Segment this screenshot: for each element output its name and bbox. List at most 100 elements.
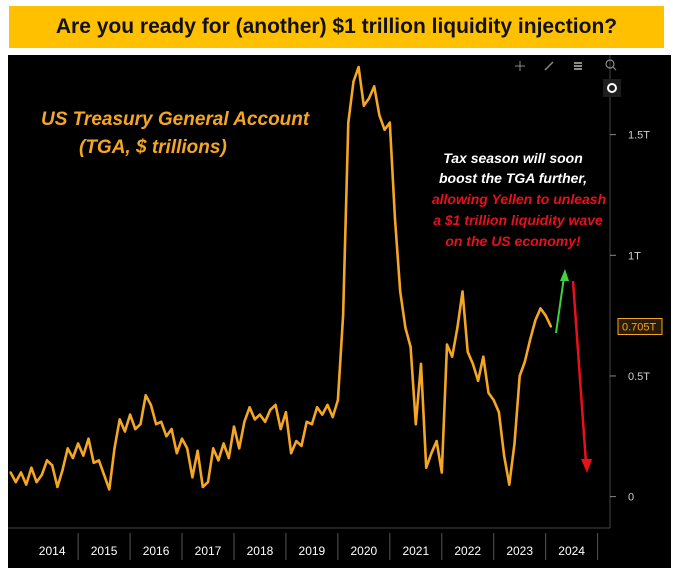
tga-data-point xyxy=(243,420,246,424)
tga-data-point xyxy=(40,473,43,477)
red-down-arrow xyxy=(571,280,592,473)
tga-data-point xyxy=(30,466,33,469)
x-tick-label: 2022 xyxy=(454,544,481,558)
tga-data-point xyxy=(383,128,386,132)
x-tick-label: 2014 xyxy=(39,544,66,558)
x-tick-label: 2024 xyxy=(558,544,585,558)
tga-data-point xyxy=(404,326,407,329)
red-arrow-head xyxy=(581,459,592,473)
tga-data-point xyxy=(362,104,366,107)
tga-data-point xyxy=(258,413,262,416)
tga-data-point xyxy=(170,427,173,431)
tga-data-point xyxy=(87,437,90,440)
tga-data-point xyxy=(263,420,267,424)
tga-data-point xyxy=(544,314,547,317)
green-up-arrow xyxy=(555,269,569,334)
tga-data-point xyxy=(211,447,215,450)
annotation-line-2: boost the TGA further, xyxy=(439,170,587,186)
tga-data-point xyxy=(232,425,236,428)
zoom-icon[interactable] xyxy=(605,59,617,71)
tga-data-point xyxy=(274,403,277,407)
tga-data-point xyxy=(430,451,433,455)
tga-data-point xyxy=(393,217,397,221)
tga-data-point xyxy=(175,451,179,455)
tga-data-point xyxy=(160,420,163,424)
chart-banner-title: Are you ready for (another) $1 trillion … xyxy=(9,6,664,48)
tga-data-point xyxy=(180,437,184,440)
tga-data-point xyxy=(128,413,132,416)
tga-data-point xyxy=(419,362,423,366)
x-tick-label: 2023 xyxy=(506,544,533,558)
tga-data-point xyxy=(424,466,428,469)
tga-data-point xyxy=(399,290,402,293)
tga-data-point xyxy=(206,480,210,484)
tga-data-point xyxy=(139,423,142,426)
tga-data-point xyxy=(154,423,158,426)
tga-data-point xyxy=(227,456,230,460)
x-tick-label: 2021 xyxy=(402,544,429,558)
y-tick-label: 0.5T xyxy=(628,371,650,383)
tga-data-point xyxy=(305,420,308,424)
tga-data-point xyxy=(149,403,153,407)
tga-data-point xyxy=(108,488,111,491)
chart-container: US Treasury General Account (TGA, $ tril… xyxy=(8,55,671,568)
tga-data-point xyxy=(144,394,147,397)
tga-data-point xyxy=(528,338,532,341)
annotation-line-4: a $1 trillion liquidity wave xyxy=(433,212,603,228)
tga-data-point xyxy=(534,319,537,322)
tga-data-point xyxy=(253,418,256,421)
red-arrow-shaft xyxy=(571,280,588,464)
tga-data-point xyxy=(378,114,381,117)
tga-data-point xyxy=(237,447,241,450)
last-value-box xyxy=(617,317,663,335)
crosshair-icon[interactable] xyxy=(515,61,525,71)
y-tick-label: 0 xyxy=(628,492,634,504)
tga-data-point xyxy=(461,290,464,293)
tga-series-points xyxy=(9,65,553,491)
tga-data-point xyxy=(435,439,438,443)
tga-data-point xyxy=(97,459,101,462)
annotation-line-1: Tax season will soon xyxy=(443,150,583,166)
annotation-text: Tax season will soon boost the TGA furth… xyxy=(432,150,606,249)
tga-data-point xyxy=(445,343,449,346)
tga-data-point xyxy=(357,65,360,69)
tga-data-point xyxy=(19,471,23,474)
tga-data-point xyxy=(289,451,293,455)
tga-data-point xyxy=(118,418,121,421)
green-arrow-head xyxy=(560,269,569,281)
tga-data-point xyxy=(518,374,521,378)
last-value-badge: 0.705T xyxy=(617,317,663,335)
tga-data-point xyxy=(321,413,324,416)
chart-type-icon[interactable] xyxy=(574,62,582,70)
tga-data-point xyxy=(9,471,12,474)
x-tick-label: 2015 xyxy=(91,544,118,558)
tga-data-point xyxy=(56,485,59,489)
tga-data-point xyxy=(165,435,168,438)
tga-data-point xyxy=(409,345,412,349)
tga-data-point xyxy=(196,449,199,452)
tga-data-point xyxy=(248,406,251,409)
camera-icon[interactable] xyxy=(603,79,621,97)
tga-data-point xyxy=(71,456,75,460)
tga-data-point xyxy=(388,121,392,124)
tga-data-point xyxy=(76,442,80,445)
tga-data-point xyxy=(326,403,329,407)
y-axis: 1.5T 1T 0.5T 0 xyxy=(610,130,650,504)
tga-data-point xyxy=(341,314,345,317)
annotation-line-5: on the US economy! xyxy=(445,233,581,249)
tga-data-point xyxy=(476,379,480,382)
tga-data-point xyxy=(523,360,527,363)
tga-data-point xyxy=(456,326,459,329)
tga-line-chart: US Treasury General Account (TGA, $ tril… xyxy=(8,55,671,568)
tga-data-point xyxy=(466,350,469,354)
plot-area xyxy=(8,55,608,528)
tga-data-point xyxy=(367,97,371,100)
pencil-icon[interactable] xyxy=(544,61,554,71)
tga-data-point xyxy=(450,355,454,358)
x-tick-label: 2017 xyxy=(195,544,222,558)
tga-data-point xyxy=(352,80,355,83)
banner-title-text: Are you ready for (another) $1 trillion … xyxy=(55,15,618,38)
tga-data-point xyxy=(24,483,28,486)
tga-data-point xyxy=(487,391,490,395)
tga-data-point xyxy=(186,447,189,450)
